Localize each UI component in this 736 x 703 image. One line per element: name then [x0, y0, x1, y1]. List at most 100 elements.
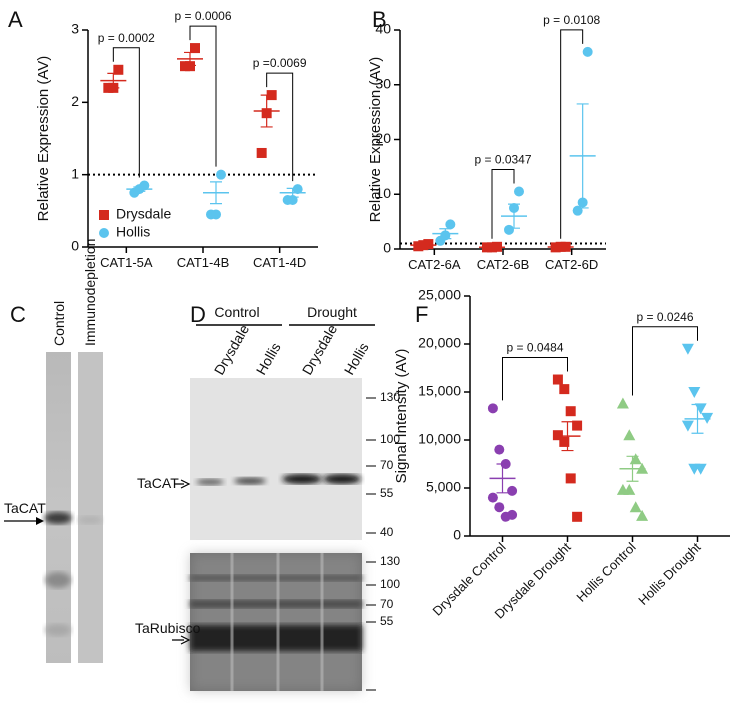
- y-tick-label: 3: [71, 21, 79, 37]
- marker-label: 100: [380, 577, 400, 591]
- significance-bracket: [112, 47, 140, 178]
- lane-label: Hollis: [341, 340, 372, 378]
- data-point: [113, 64, 124, 75]
- y-tick-label: 15,000: [418, 383, 461, 399]
- error-bar: [561, 421, 574, 452]
- significance-bracket: [560, 29, 584, 239]
- y-axis-label: Relative Expression (AV): [35, 56, 52, 222]
- x-tick-label: CAT2-6B: [477, 257, 530, 272]
- legend-label: Drysdale: [116, 206, 171, 222]
- data-point: [636, 509, 649, 521]
- marker-label: 40: [380, 525, 394, 539]
- data-point: [572, 420, 583, 431]
- data-point: [487, 403, 498, 414]
- data-point: [216, 169, 226, 180]
- lane-label: Control: [51, 301, 67, 346]
- data-point: [185, 61, 195, 72]
- legend-label: Hollis: [116, 224, 150, 240]
- p-value: p =0.0069: [253, 56, 307, 70]
- data-point: [559, 436, 570, 447]
- marker-label: 70: [380, 458, 394, 472]
- data-point: [629, 501, 642, 513]
- panel-letter: A: [8, 7, 23, 32]
- blot-c: [44, 352, 103, 663]
- data-point: [292, 184, 303, 195]
- marker-label: 130: [380, 390, 400, 404]
- lane-label: Immunodepletion: [82, 239, 98, 346]
- x-tick-label: CAT1-4B: [177, 255, 230, 270]
- data-point: [139, 180, 150, 191]
- data-point: [552, 430, 563, 441]
- band-label: TaCAT: [4, 500, 46, 516]
- error-bar: [576, 103, 589, 209]
- y-tick-label: 1: [71, 165, 79, 181]
- significance-bracket: [491, 169, 515, 239]
- error-bar: [508, 203, 520, 229]
- data-point: [507, 485, 518, 496]
- x-tick-label: CAT1-5A: [100, 255, 153, 270]
- data-point: [616, 397, 629, 409]
- y-tick-label: 0: [453, 527, 461, 543]
- y-tick-label: 25,000: [418, 287, 461, 303]
- y-tick-label: 40: [375, 21, 391, 37]
- error-bar: [210, 181, 222, 205]
- lane-label: Drysdale: [211, 321, 253, 377]
- error-bar: [691, 403, 704, 434]
- marker-label: 70: [380, 597, 394, 611]
- data-point: [582, 46, 593, 57]
- marker-label: 130: [380, 554, 400, 568]
- panel-letter: C: [10, 302, 26, 327]
- y-tick-label: 2: [71, 93, 79, 109]
- data-point: [190, 43, 200, 54]
- error-bar: [286, 187, 299, 198]
- marker-label: 55: [380, 486, 394, 500]
- error-bar: [417, 244, 430, 247]
- significance-bracket: [189, 25, 217, 167]
- data-point: [681, 343, 694, 355]
- x-tick-label: CAT2-6A: [408, 257, 461, 272]
- y-tick-label: 10,000: [418, 431, 461, 447]
- error-bar: [439, 228, 452, 240]
- data-point: [494, 444, 505, 455]
- data-point: [504, 224, 514, 235]
- p-value: p = 0.0347: [474, 153, 531, 167]
- data-point: [688, 387, 701, 398]
- y-tick-label: 0: [71, 238, 79, 254]
- band-label: TaCAT: [137, 475, 179, 491]
- p-value: p = 0.0002: [98, 31, 155, 45]
- x-tick-label: Hollis Drought: [635, 539, 704, 608]
- arrow: [172, 635, 191, 645]
- group-label: Control: [214, 304, 259, 320]
- significance-bracket: [266, 72, 294, 182]
- blot-e: [190, 553, 362, 691]
- x-tick-label: Hollis Control: [573, 539, 638, 604]
- significance-bracket: [632, 326, 698, 396]
- x-tick-label: CAT2-6D: [545, 257, 598, 272]
- data-point: [629, 453, 642, 465]
- y-tick-label: 30: [375, 75, 391, 91]
- data-point: [99, 210, 109, 220]
- data-point: [445, 219, 456, 230]
- y-axis-label: Relative Expression (AV): [367, 57, 384, 223]
- lane-label: Drysdale: [299, 321, 341, 377]
- data-point: [487, 492, 498, 503]
- error-bar: [133, 186, 146, 192]
- y-axis-label: Signal Intensity (AV): [393, 349, 410, 484]
- data-point: [507, 509, 518, 520]
- data-point: [99, 228, 109, 238]
- data-point: [572, 511, 583, 522]
- data-point: [559, 384, 570, 395]
- data-point: [681, 420, 694, 432]
- y-tick-label: 5,000: [426, 479, 461, 495]
- panel-letter: B: [372, 7, 387, 32]
- p-value: p = 0.0108: [543, 13, 600, 27]
- blot-d: [190, 378, 362, 540]
- data-point: [256, 147, 267, 158]
- lane-label: Hollis: [253, 340, 284, 378]
- band-label: TaRubisco: [135, 620, 201, 636]
- data-point: [565, 473, 576, 484]
- marker-label: 55: [380, 614, 394, 628]
- error-bar: [626, 455, 639, 482]
- data-point: [694, 463, 707, 475]
